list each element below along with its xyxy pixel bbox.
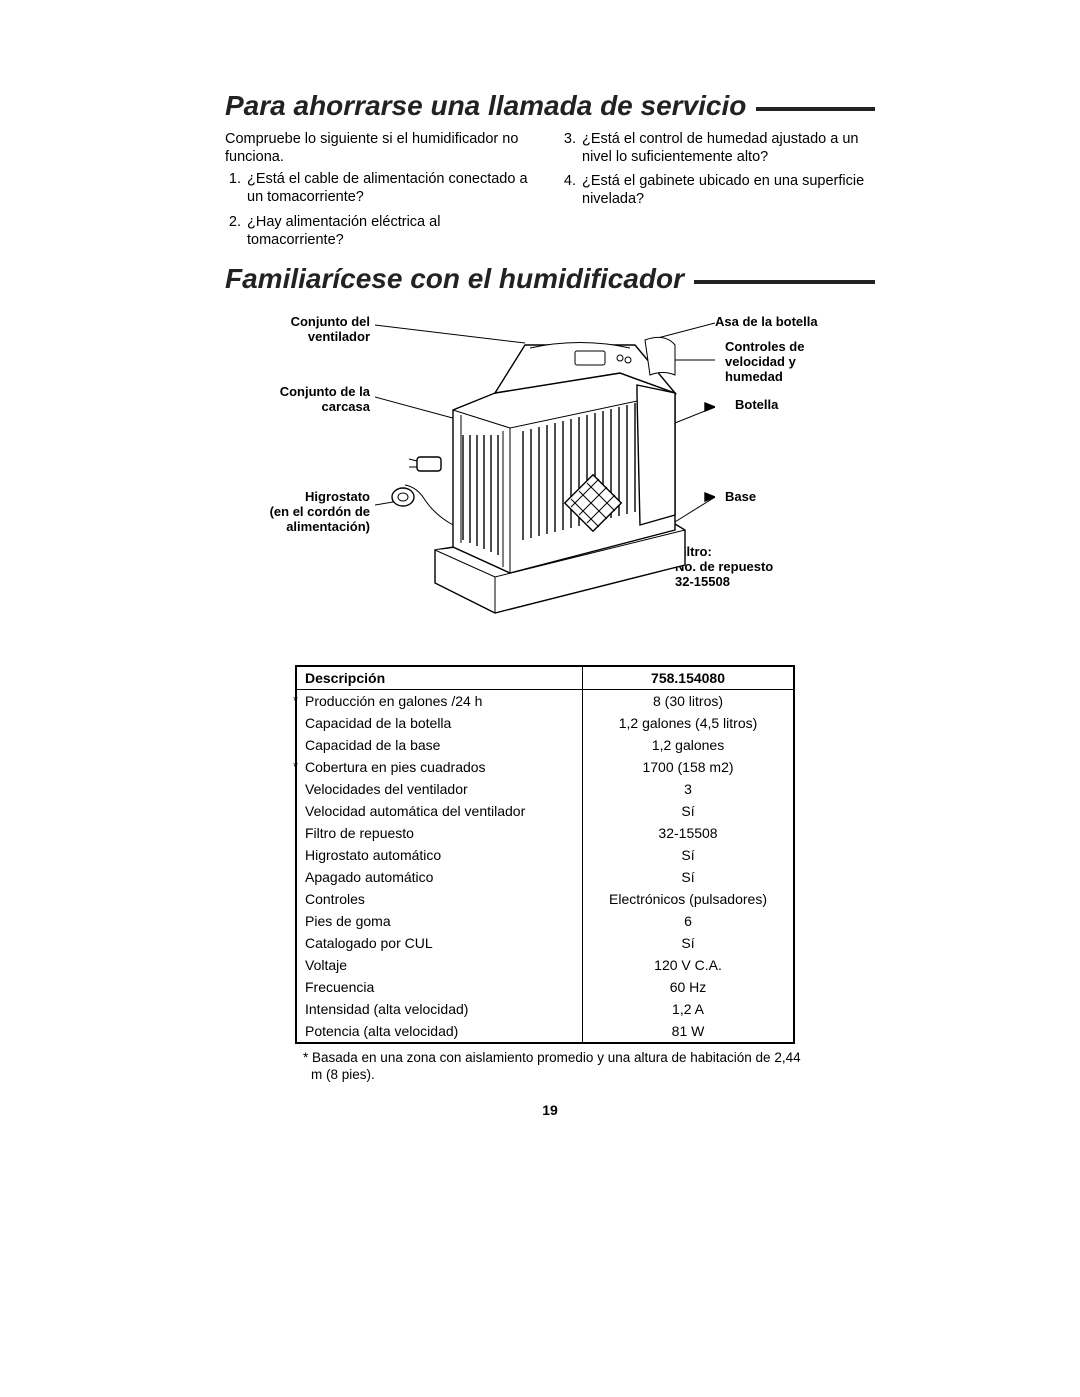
spec-value-cell: 120 V C.A. <box>583 954 794 976</box>
label-bottle: Botella <box>735 398 778 413</box>
spec-value-cell: Sí <box>583 844 794 866</box>
section1-right-col: ¿Está el control de humedad ajustado a u… <box>560 128 875 255</box>
table-row: Catalogado por CULSí <box>296 932 794 954</box>
footnote-star-icon: * <box>293 693 298 708</box>
table-row: *Producción en galones /24 h8 (30 litros… <box>296 689 794 712</box>
label-controls: Controles de velocidad y humedad <box>725 340 804 385</box>
spec-value-cell: 1,2 galones <box>583 734 794 756</box>
humidifier-illustration-icon <box>375 315 715 625</box>
table-row: Capacidad de la base1,2 galones <box>296 734 794 756</box>
label-base: Base <box>725 490 756 505</box>
section1-right-list: ¿Está el control de humedad ajustado a u… <box>560 130 875 209</box>
spec-label-cell: Pies de goma <box>296 910 583 932</box>
table-row: Intensidad (alta velocidad)1,2 A <box>296 998 794 1020</box>
heading-rule-icon <box>694 280 875 284</box>
spec-label-cell: Higrostato automático <box>296 844 583 866</box>
spec-label-cell: *Cobertura en pies cuadrados <box>296 756 583 778</box>
spec-value-cell: Electrónicos (pulsadores) <box>583 888 794 910</box>
table-row: Potencia (alta velocidad)81 W <box>296 1020 794 1043</box>
table-row: Higrostato automáticoSí <box>296 844 794 866</box>
spec-label-cell: Velocidad automática del ventilador <box>296 800 583 822</box>
label-hygrostat: Higrostato (en el cordón de alimentación… <box>210 490 370 535</box>
table-row: Apagado automáticoSí <box>296 866 794 888</box>
spec-table: Descripción 758.154080 *Producción en ga… <box>295 665 795 1044</box>
heading-rule-icon <box>756 107 875 111</box>
table-row: Voltaje120 V C.A. <box>296 954 794 976</box>
section1-left-col: Compruebe lo siguiente si el humidificad… <box>225 128 540 255</box>
spec-label-cell: Frecuencia <box>296 976 583 998</box>
spec-value-cell: 1,2 galones (4,5 litros) <box>583 712 794 734</box>
humidifier-diagram: Conjunto del ventilador Conjunto de la c… <box>245 305 885 635</box>
spec-value-cell: Sí <box>583 800 794 822</box>
section1-left-list: ¿Está el cable de alimentación conectado… <box>225 170 540 249</box>
table-row: *Cobertura en pies cuadrados1700 (158 m2… <box>296 756 794 778</box>
section1-title: Para ahorrarse una llamada de servicio <box>225 90 746 122</box>
spec-header-model: 758.154080 <box>583 666 794 690</box>
label-housing-assembly: Conjunto de la carcasa <box>240 385 370 415</box>
spec-label-cell: Intensidad (alta velocidad) <box>296 998 583 1020</box>
spec-value-cell: 8 (30 litros) <box>583 689 794 712</box>
spec-value-cell: 3 <box>583 778 794 800</box>
footnote-star-icon: * <box>293 759 298 774</box>
section1-item: ¿Hay alimentación eléctrica al tomacorri… <box>245 213 540 249</box>
spec-table-header-row: Descripción 758.154080 <box>296 666 794 690</box>
spec-value-cell: 81 W <box>583 1020 794 1043</box>
table-row: Pies de goma6 <box>296 910 794 932</box>
spec-label-cell: Capacidad de la base <box>296 734 583 756</box>
label-fan-assembly: Conjunto del ventilador <box>240 315 370 345</box>
section1-item: ¿Está el cable de alimentación conectado… <box>245 170 540 206</box>
section1-body: Compruebe lo siguiente si el humidificad… <box>225 128 875 255</box>
spec-label-cell: Potencia (alta velocidad) <box>296 1020 583 1043</box>
section1-heading: Para ahorrarse una llamada de servicio <box>225 90 875 122</box>
spec-value-cell: 1700 (158 m2) <box>583 756 794 778</box>
section2-heading: Familiarícese con el humidificador <box>225 263 875 295</box>
spec-label-cell: Catalogado por CUL <box>296 932 583 954</box>
spec-value-cell: Sí <box>583 932 794 954</box>
table-row: Velocidades del ventilador3 <box>296 778 794 800</box>
spec-label-cell: Controles <box>296 888 583 910</box>
table-row: ControlesElectrónicos (pulsadores) <box>296 888 794 910</box>
table-row: Capacidad de la botella1,2 galones (4,5 … <box>296 712 794 734</box>
spec-label-cell: Capacidad de la botella <box>296 712 583 734</box>
spec-label-cell: Apagado automático <box>296 866 583 888</box>
spec-label-cell: Voltaje <box>296 954 583 976</box>
spec-value-cell: 1,2 A <box>583 998 794 1020</box>
spec-header-desc: Descripción <box>296 666 583 690</box>
spec-value-cell: Sí <box>583 866 794 888</box>
label-bottle-handle: Asa de la botella <box>715 315 818 330</box>
section2-title: Familiarícese con el humidificador <box>225 263 684 295</box>
section1-intro: Compruebe lo siguiente si el humidificad… <box>225 130 540 166</box>
spec-value-cell: 32-15508 <box>583 822 794 844</box>
table-row: Frecuencia60 Hz <box>296 976 794 998</box>
spec-value-cell: 6 <box>583 910 794 932</box>
table-row: Velocidad automática del ventiladorSí <box>296 800 794 822</box>
section1-item: ¿Está el control de humedad ajustado a u… <box>580 130 875 166</box>
manual-page: Para ahorrarse una llamada de servicio C… <box>0 0 1080 1397</box>
spec-label-cell: Velocidades del ventilador <box>296 778 583 800</box>
spec-label-cell: Filtro de repuesto <box>296 822 583 844</box>
section1-item: ¿Está el gabinete ubicado en una superfi… <box>580 172 875 208</box>
table-row: Filtro de repuesto32-15508 <box>296 822 794 844</box>
page-number: 19 <box>225 1102 875 1118</box>
spec-footnote: * Basada en una zona con aislamiento pro… <box>303 1050 811 1084</box>
spec-value-cell: 60 Hz <box>583 976 794 998</box>
spec-label-cell: *Producción en galones /24 h <box>296 689 583 712</box>
spec-table-body: *Producción en galones /24 h8 (30 litros… <box>296 689 794 1043</box>
